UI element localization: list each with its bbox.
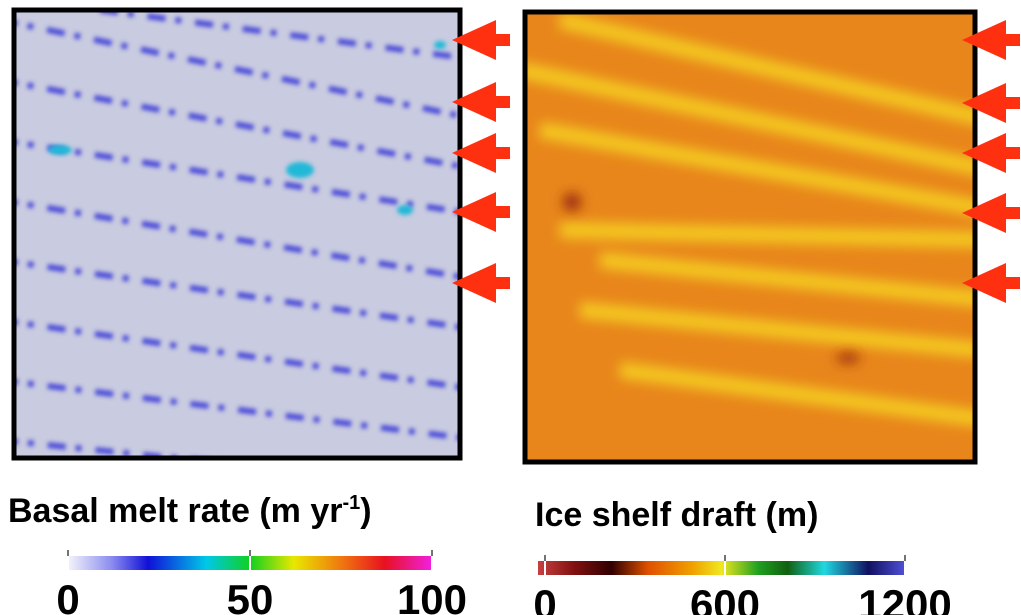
label-sup: -1 [343, 492, 361, 514]
colorbar-tick-label: 600 [690, 581, 760, 615]
draft-map [525, 12, 975, 462]
colorbar-tick-label: 50 [227, 576, 274, 615]
label-end: ) [360, 492, 371, 530]
map-frame [522, 9, 978, 465]
melt-map [14, 10, 460, 458]
colorbar-tick-label: 1200 [858, 581, 951, 615]
colorbar-tick-label: 100 [397, 576, 467, 615]
colorbar-tick-label: 0 [533, 581, 556, 615]
label-text: Basal melt rate (m yr [8, 492, 343, 530]
arrows [452, 20, 1020, 303]
colorbar-label: Basal melt rate (m yr-1) [8, 492, 372, 530]
colorbar [538, 561, 905, 575]
map-frame [11, 7, 463, 461]
colorbar-label: Ice shelf draft (m) [535, 496, 818, 534]
colorbar-tick-label: 0 [56, 576, 79, 615]
